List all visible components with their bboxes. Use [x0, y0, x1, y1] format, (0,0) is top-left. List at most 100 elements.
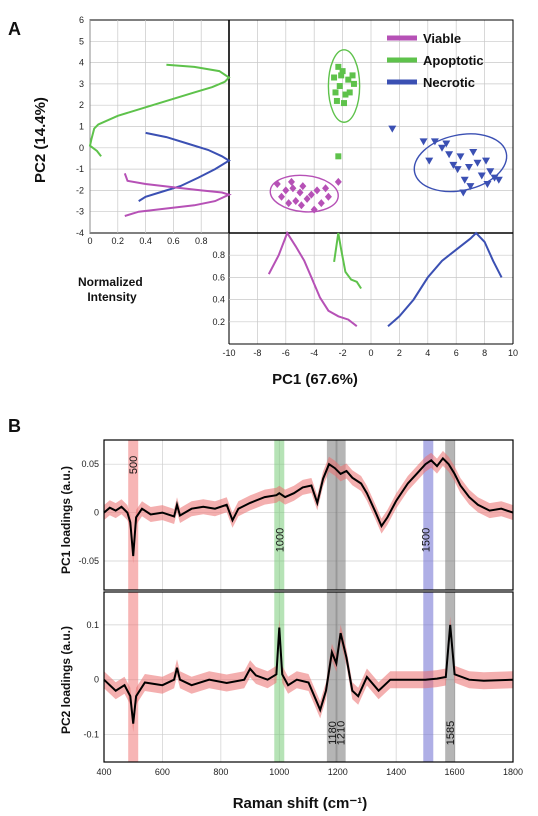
y-tick-label: 0 — [94, 508, 99, 518]
highlight-band — [274, 440, 285, 590]
scatter-point — [490, 174, 499, 182]
highlight-band — [335, 440, 346, 590]
scatter-point — [459, 189, 468, 197]
y-tick-label: -0.05 — [78, 556, 99, 566]
x-tick-label: 0.8 — [195, 236, 208, 246]
y-tick-label: -1 — [76, 164, 84, 174]
cluster-ellipse-necrotic — [413, 133, 508, 193]
x-tick-label: -10 — [222, 348, 235, 358]
profile-line-viable — [267, 230, 358, 327]
highlight-band — [128, 440, 139, 590]
profile-line-apoptotic — [333, 232, 362, 290]
pc1-intensity-profile: 0.2 0.4 0.6 0.8 -10 -8 -6 -4 -2 0 2 4 6 8 10 — [212, 230, 518, 358]
legend-label-necrotic: Necrotic — [423, 75, 475, 90]
y-tick-label: 5 — [79, 36, 84, 46]
x-tick-label: 0 — [368, 348, 373, 358]
scatter-point — [334, 177, 342, 186]
x-tick-label: -4 — [310, 348, 318, 358]
scatter-point — [285, 199, 293, 208]
pc1-loadings-axis-label: PC1 loadings (a.u.) — [59, 466, 73, 574]
legend: Viable Apoptotic Necrotic — [387, 31, 484, 90]
highlight-band — [326, 592, 337, 762]
panel-a-label: A — [8, 19, 21, 39]
scatter-point — [469, 149, 478, 157]
scatter-point — [473, 159, 482, 167]
legend-label-viable: Viable — [423, 31, 461, 46]
scatter-point — [339, 68, 346, 75]
y-tick-label: 1 — [79, 122, 84, 132]
scatter-point — [438, 144, 446, 152]
frame — [103, 591, 514, 763]
scatter-point — [299, 182, 307, 191]
scatter-point — [335, 63, 342, 70]
pc2-axis-label: PC2 (14.4%) — [32, 97, 49, 183]
scatter-point — [307, 190, 315, 199]
loading-line — [103, 456, 514, 557]
scatter-point — [342, 91, 349, 98]
x-tick-label: 1400 — [386, 767, 406, 777]
scatter-point — [313, 186, 321, 195]
x-tick-label: -8 — [253, 348, 261, 358]
highlight-band — [445, 592, 456, 762]
band-label: 1210 — [336, 721, 348, 745]
cluster-ellipse-viable — [269, 174, 339, 213]
x-tick-label: 0 — [87, 236, 92, 246]
cluster-ellipse-apoptotic — [327, 49, 361, 123]
scatter-point — [273, 180, 281, 189]
pc2-intensity-profile: 0 0.2 0.4 0.6 0.8 — [87, 20, 232, 246]
y-tick-label: 0.2 — [212, 317, 225, 327]
band-label: 500 — [128, 456, 140, 474]
scatter-point — [310, 205, 318, 214]
y-tick-label: -2 — [76, 185, 84, 195]
scatter-point — [449, 161, 458, 169]
x-tick-label: 1000 — [269, 767, 289, 777]
frame — [103, 439, 514, 591]
y-tick-label: 6 — [79, 15, 84, 25]
y-tick-label: 0.1 — [86, 620, 99, 630]
scatter-point — [324, 192, 332, 201]
pc2-loadings-axis-label: PC2 loadings (a.u.) — [59, 626, 73, 734]
x-tick-label: 0.6 — [167, 236, 180, 246]
y-tick-label: 4 — [79, 58, 84, 68]
x-tick-label: 8 — [482, 348, 487, 358]
scatter-point — [333, 97, 340, 104]
scatter-point — [287, 177, 295, 186]
scatter-point — [464, 163, 473, 171]
scatter-point — [335, 153, 342, 160]
highlight-band — [423, 440, 434, 590]
y-tick-label: -3 — [76, 207, 84, 217]
pc2-loadings-plot: 400 600 800 1000 1200 1400 1600 1800 -0.1 0 0.1 118… — [83, 591, 523, 777]
legend-label-apoptotic: Apoptotic — [423, 53, 484, 68]
band-label: 1585 — [445, 721, 457, 745]
scatter-point — [317, 199, 325, 208]
y-tick-label: 0 — [79, 143, 84, 153]
scatter-point — [336, 83, 343, 90]
x-tick-label: 1200 — [328, 767, 348, 777]
highlight-band — [326, 440, 337, 590]
band-label: 1180 — [327, 721, 339, 745]
scatter-point — [322, 184, 330, 193]
x-tick-label: 1800 — [503, 767, 523, 777]
scatter-point — [486, 168, 495, 176]
scatter-point — [466, 183, 475, 191]
scatter-point — [388, 125, 397, 133]
x-tick-label: 800 — [213, 767, 228, 777]
scatter-point — [483, 181, 492, 189]
scatter-point — [494, 176, 503, 184]
x-tick-label: -2 — [339, 348, 347, 358]
loading-line — [103, 624, 514, 724]
scatter-point — [297, 201, 305, 210]
highlight-band — [274, 592, 285, 762]
normalized-intensity-label: Normalized Intensity — [78, 275, 146, 304]
scatter-point — [303, 194, 311, 203]
scatter-point — [445, 151, 454, 159]
error-envelope — [104, 616, 513, 733]
y-tick-label: 0 — [94, 675, 99, 685]
y-tick-label: -0.1 — [83, 730, 99, 740]
pc1-axis-label: PC1 (67.6%) — [272, 371, 358, 388]
scatter-point — [331, 74, 338, 81]
x-tick-label: 600 — [155, 767, 170, 777]
highlight-band — [335, 592, 346, 762]
x-tick-label: -6 — [282, 348, 290, 358]
